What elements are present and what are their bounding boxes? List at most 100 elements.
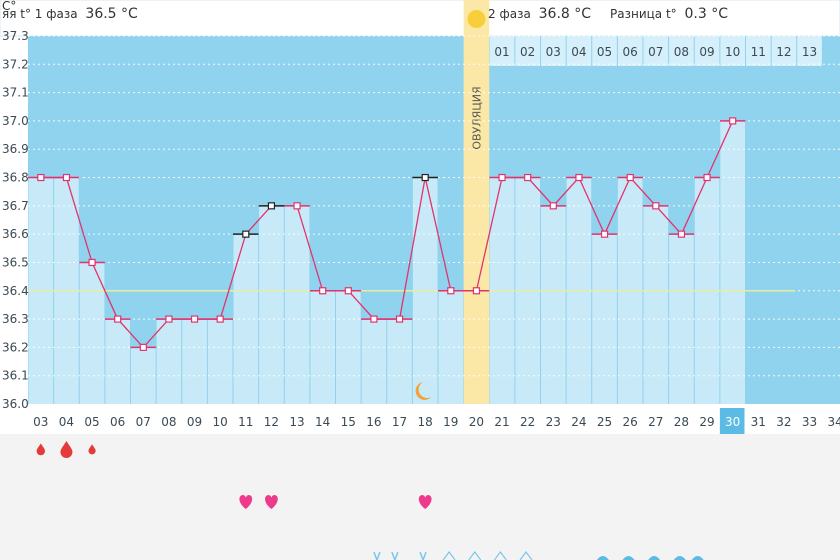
cycle-day-label: 05 (597, 45, 612, 59)
discharge-icon (519, 551, 533, 560)
x-tick-label: 03 (33, 415, 48, 429)
y-tick-label: 36.9 (2, 142, 29, 156)
heart-icon (239, 495, 253, 509)
y-tick-label: 36.5 (2, 255, 29, 269)
temperature-point (549, 202, 557, 210)
y-tick-label: 37.3 (2, 29, 29, 43)
temperature-bar (643, 205, 669, 404)
cycle-day-label: 06 (623, 45, 638, 59)
blood-drop-icon (88, 444, 96, 455)
x-tick-label: 28 (674, 415, 689, 429)
temperature-point (242, 230, 250, 238)
heart-icon (418, 495, 432, 509)
sun-icon (467, 10, 486, 28)
x-tick-label: 17 (392, 415, 407, 429)
cycle-day-label: 03 (546, 45, 561, 59)
blood-drop-icon (36, 443, 46, 456)
y-tick-label: 36.7 (2, 199, 29, 213)
x-tick-label: 04 (59, 415, 74, 429)
x-tick-label: 06 (110, 415, 125, 429)
cycle-day-cell (643, 36, 669, 66)
phase2-label: 2 фаза (488, 7, 531, 21)
ovulation-column (463, 0, 490, 404)
temperature-point (626, 173, 634, 182)
temperature-point (62, 173, 71, 182)
y-tick-label: 36.4 (2, 284, 29, 298)
cycle-day-label: 09 (699, 45, 714, 59)
temperature-bar (79, 262, 105, 404)
x-tick-label: 31 (751, 415, 766, 429)
blood-drop-icon (60, 441, 73, 458)
x-tick-label: 09 (187, 415, 202, 429)
cervix-icon (373, 551, 381, 560)
x-tick-label: 27 (648, 415, 663, 429)
temperature-bar (669, 234, 694, 404)
temperature-point (319, 287, 327, 295)
cycle-day-cell (592, 36, 617, 66)
difference-stat: Разница t° 0.3 °C (610, 6, 728, 22)
temperature-point (703, 173, 711, 182)
temperature-point (344, 287, 352, 295)
temperature-bar (105, 319, 130, 404)
temperature-point (498, 173, 506, 182)
cycle-day-cell (720, 36, 745, 66)
temperature-point (447, 287, 455, 295)
x-tick-label: 22 (520, 415, 535, 429)
temperature-point (88, 258, 96, 267)
temperature-bar (361, 319, 387, 404)
x-tick-label: 12 (264, 415, 279, 429)
discharge-icon (493, 551, 507, 560)
cycle-day-cell (746, 36, 771, 66)
x-tick-label: 21 (494, 415, 509, 429)
x-tick-label: 13 (289, 415, 304, 429)
cycle-day-label: 11 (751, 45, 766, 59)
temperature-bar (259, 205, 284, 404)
discharge-icon (468, 551, 482, 560)
x-tick-label: 23 (546, 415, 561, 429)
y-tick-label: 36.6 (2, 227, 29, 241)
temperature-bar (541, 205, 566, 404)
phase1-value: 36.5 °C (85, 6, 138, 22)
temperature-bar (156, 319, 182, 404)
cycle-day-label: 12 (776, 45, 791, 59)
y-tick-label: 36.3 (2, 312, 29, 326)
x-tick-label: 19 (443, 415, 458, 429)
mucus-icon (691, 556, 704, 560)
heart-icon (265, 495, 278, 509)
temperature-point (139, 343, 147, 351)
current-day-highlight (719, 408, 745, 436)
temperature-point (677, 230, 686, 238)
temperature-point (600, 230, 609, 238)
cycle-day-label: 08 (674, 45, 689, 59)
x-tick-label: 24 (571, 415, 586, 429)
x-tick-label: 25 (597, 415, 612, 429)
cycle-day-cell (566, 36, 592, 66)
temperature-point (729, 117, 737, 125)
temperature-point (652, 202, 660, 210)
temperature-point (395, 315, 404, 323)
x-tick-label: 34 (828, 415, 840, 429)
x-tick-label: 26 (623, 415, 638, 429)
y-tick-label: 37.0 (2, 114, 29, 128)
difference-label: Разница t° (610, 7, 677, 21)
cycle-day-cell (694, 36, 720, 66)
mucus-icon (673, 556, 686, 560)
phase1-label: яя t° 1 фаза (2, 7, 78, 21)
x-tick-label: 18 (418, 415, 433, 429)
temperature-point (293, 202, 301, 210)
y-tick-label: 36.8 (2, 171, 29, 185)
cycle-day-cell (489, 36, 515, 66)
y-tick-label: 36.1 (2, 369, 29, 383)
cycle-day-cell (669, 36, 694, 66)
cycle-day-label: 04 (571, 45, 586, 59)
temperature-point (370, 315, 378, 323)
phase2-value: 36.8 °C (538, 6, 592, 22)
x-tick-label: 05 (84, 415, 99, 429)
temperature-bar (207, 319, 233, 404)
mucus-icon (648, 556, 661, 560)
phase2-stat: 2 фаза 36.8 °C (488, 6, 591, 22)
cycle-day-label: 07 (648, 45, 663, 59)
y-tick-label: 36.2 (2, 340, 29, 354)
x-tick-label: 14 (315, 415, 330, 429)
temperature-point (267, 202, 276, 210)
